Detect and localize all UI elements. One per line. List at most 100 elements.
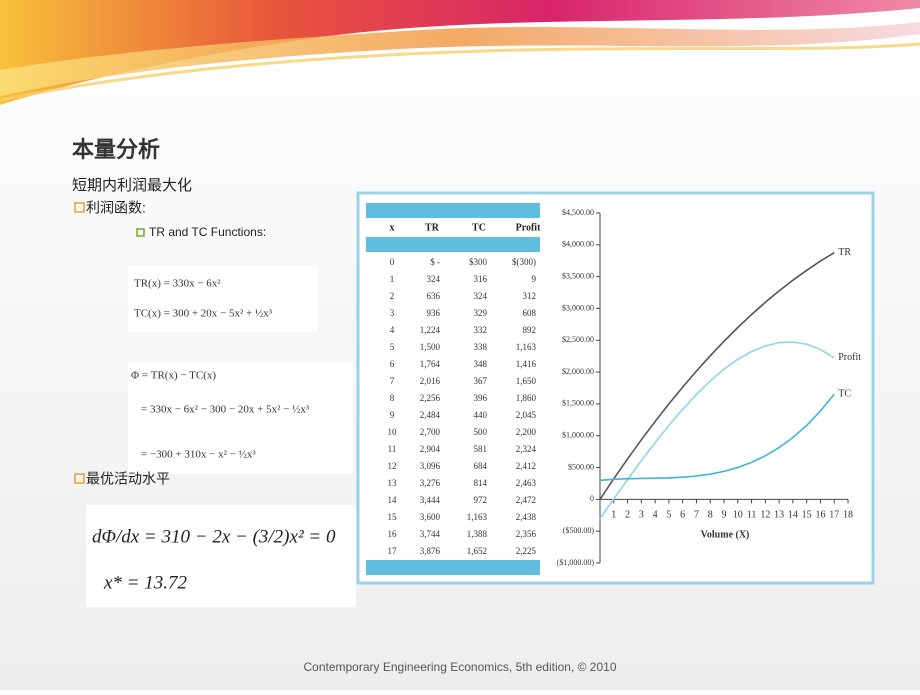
table-cell: 814 [474, 478, 488, 488]
y-tick-label: $3,000.00 [562, 303, 594, 312]
table-cell: 0 [390, 257, 395, 267]
decor-line [0, 42, 920, 102]
table-cell: 17 [388, 546, 398, 556]
table-header-bar [366, 203, 540, 218]
x-tick-label: 7 [694, 509, 699, 520]
table-cell: 1,500 [420, 342, 441, 352]
sub-bullet: TR and TC Functions: [149, 225, 266, 239]
x-tick-label: 5 [666, 509, 671, 520]
x-tick-label: 12 [760, 509, 770, 520]
table-cell: 2,472 [516, 495, 536, 505]
y-tick-label: $2,500.00 [562, 335, 594, 344]
y-tick-label: $500.00 [568, 462, 594, 471]
x-tick-label: 6 [680, 509, 685, 520]
table-cell: 1,860 [516, 393, 537, 403]
formula: x* = 13.72 [103, 572, 188, 593]
table-cell: 332 [474, 325, 488, 335]
chart: ($1,000.00) ($500.00) 0 $500.00 $1,000.00 $1,… [557, 208, 862, 567]
table-cell: 1,388 [467, 529, 488, 539]
x-tick-label: 11 [747, 509, 757, 520]
table-cell: $300 [469, 257, 488, 267]
y-tick-label: ($500.00) [563, 526, 595, 535]
table-cell: 2,045 [516, 410, 537, 420]
bullet-icon [74, 202, 85, 213]
table-cell: 14 [388, 495, 398, 505]
table-cell: 5 [390, 342, 395, 352]
x-tick-label: 1 [611, 509, 616, 520]
y-tick-label: $1,000.00 [562, 431, 594, 440]
y-tick-label: 0 [590, 494, 594, 503]
formula: = −300 + 310x − x² − ½x³ [141, 449, 256, 461]
table-cell: 3,744 [420, 529, 441, 539]
table-cell: $(300) [512, 257, 536, 267]
x-axis-label: Volume (X) [701, 529, 750, 540]
table-cell: 3,600 [420, 512, 441, 522]
table-cell: 1,224 [420, 325, 441, 335]
table-cell: 338 [474, 342, 488, 352]
table-cell: 312 [523, 291, 537, 301]
table-cell: 2,904 [420, 444, 441, 454]
table-cell: 2,463 [516, 478, 537, 488]
table-cell: 2,700 [420, 427, 441, 437]
table-cell: $ - [430, 257, 440, 267]
x-tick-label: 14 [788, 509, 798, 520]
table-header: TC [472, 222, 486, 233]
formula: = 330x − 6x² − 300 − 20x + 5x² − ½x³ [141, 404, 310, 416]
formula: dΦ/dx = 310 − 2x − (3/2)x² = 0 [92, 526, 336, 547]
table-cell: 1,652 [467, 546, 487, 556]
table-cell: 892 [523, 325, 537, 335]
x-tick-label: 2 [625, 509, 630, 520]
table-cell: 348 [474, 359, 488, 369]
table-cell: 2,438 [516, 512, 537, 522]
decor-swoosh [0, 0, 920, 105]
table-cell: 11 [388, 444, 397, 454]
footer: Contemporary Engineering Economics, 5th … [303, 660, 616, 674]
table-cell: 2,484 [420, 410, 441, 420]
table-cell: 3,876 [420, 546, 441, 556]
subtitle: 短期内利润最大化 [72, 177, 192, 194]
figure-panel [356, 191, 875, 585]
table-cell: 608 [523, 308, 537, 318]
table-cell: 3,096 [420, 461, 441, 471]
table-cell: 7 [390, 376, 395, 386]
table-header: Profit [516, 222, 541, 233]
table-cell: 2,356 [516, 529, 537, 539]
table-cell: 3,276 [420, 478, 441, 488]
x-tick-label: 18 [843, 509, 853, 520]
table-cell: 15 [388, 512, 398, 522]
table-header: x [390, 222, 395, 233]
table-cell: 2,016 [420, 376, 441, 386]
table-cell: 8 [390, 393, 395, 403]
x-tick-label: 13 [774, 509, 784, 520]
x-tick-label: 4 [653, 509, 658, 520]
table-cell: 396 [474, 393, 488, 403]
table-cell: 10 [388, 427, 398, 437]
table-cell: 4 [390, 325, 395, 335]
y-tick-label: $1,500.00 [562, 399, 594, 408]
table-cell: 2,200 [516, 427, 537, 437]
slide-title: 本量分析 [72, 137, 160, 162]
table-cell: 367 [474, 376, 488, 386]
y-tick-label: $4,000.00 [562, 240, 594, 249]
x-tick-label: 15 [802, 509, 812, 520]
table-cell: 972 [474, 495, 488, 505]
y-tick-label: $2,000.00 [562, 367, 594, 376]
bullet: 最优活动水平 [86, 471, 170, 487]
table-cell: 2,256 [420, 393, 441, 403]
table-cell: 9 [532, 274, 537, 284]
x-tick-label: 17 [829, 509, 839, 520]
table-cell: 3 [390, 308, 395, 318]
table-cell: 636 [427, 291, 441, 301]
y-tick-label: ($1,000.00) [557, 558, 595, 567]
formula-box [128, 362, 353, 474]
x-tick-label: 16 [815, 509, 825, 520]
x-tick-label: 9 [722, 509, 727, 520]
table-cell: 500 [474, 427, 488, 437]
table-cell: 316 [474, 274, 488, 284]
decor-swoosh [0, 22, 920, 96]
table-cell: 16 [388, 529, 398, 539]
table-cell: 1,163 [516, 342, 537, 352]
table-cell: 440 [474, 410, 488, 420]
